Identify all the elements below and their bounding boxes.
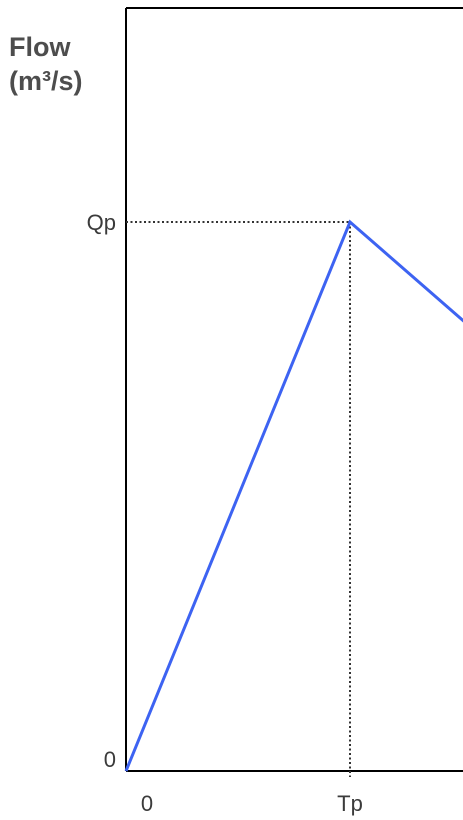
y-axis-label-line-2: (m³/s) (9, 66, 83, 96)
y-tick-label-zero: 0 (104, 747, 116, 772)
hydrograph-line (124, 219, 463, 772)
y-axis-label-line-1: Flow (9, 32, 71, 62)
y-axis-label: Flow (m³/s) (9, 30, 83, 98)
x-tick-label-zero: 0 (141, 791, 153, 816)
x-tick-label-peak-time: Tp (337, 791, 363, 816)
y-tick-label-peak: Qp (87, 210, 116, 235)
